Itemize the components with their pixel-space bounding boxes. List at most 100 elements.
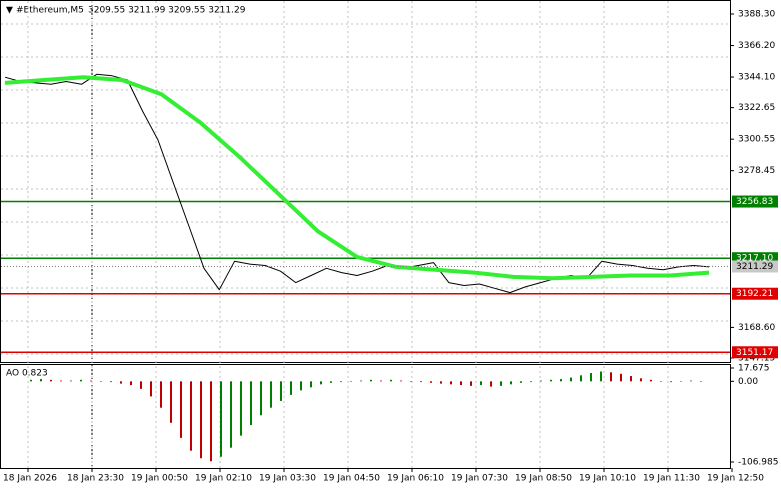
time-label: 19 Jan 07:30 [451, 474, 508, 484]
price-tick-label: 3366.20 [738, 41, 775, 51]
ao-tick-label: -106.985 [738, 458, 778, 468]
ao-bar [620, 373, 622, 382]
ao-bar [650, 379, 652, 382]
ao-bar [700, 381, 702, 382]
ao-bar [70, 380, 72, 382]
current-price-tag [732, 260, 778, 273]
ao-bar [500, 381, 502, 386]
ao-bar [250, 381, 252, 426]
ao-bar [540, 380, 542, 382]
level-tag [732, 346, 778, 359]
time-label: 19 Jan 04:50 [323, 474, 380, 484]
ao-bar [520, 381, 522, 383]
time-label: 19 Jan 06:10 [387, 474, 444, 484]
level-tag [732, 287, 778, 300]
ao-bar [230, 381, 232, 448]
ao-bar [310, 381, 312, 388]
main-panel [0, 0, 731, 363]
ao-bar [240, 381, 242, 436]
ao-bar [450, 381, 452, 385]
ao-bar [630, 376, 632, 382]
title-arrow: ▼ [6, 6, 13, 16]
ao-bar [690, 380, 692, 382]
ao-bar [610, 372, 612, 382]
ao-bar [160, 381, 162, 408]
ao-bar [660, 381, 662, 382]
level-label: 3256.83 [736, 197, 773, 207]
ao-bar [570, 377, 572, 382]
ao-bar [510, 381, 512, 385]
level-tag [732, 195, 778, 208]
ao-bar [420, 381, 422, 383]
ao-tick-label: 0.00 [738, 377, 758, 387]
ao-label: AO 0.823 [6, 369, 48, 379]
price-tick-label: 3147.15 [738, 354, 775, 364]
ao-bar [140, 381, 142, 389]
ao-bar [60, 380, 62, 382]
ao-bar [40, 379, 42, 382]
ao-bar [440, 381, 442, 384]
time-label: 19 Jan 12:50 [707, 474, 764, 484]
ao-bar [320, 381, 322, 385]
price-line [4, 73, 710, 294]
ao-bar [590, 373, 592, 382]
time-label: 19 Jan 02:10 [195, 474, 252, 484]
ao-bar [90, 380, 92, 382]
moving-average [4, 75, 710, 281]
price-tick-label: 3388.30 [738, 9, 775, 19]
ao-bar [130, 381, 132, 386]
ao-bar [480, 381, 482, 386]
ao-bar [300, 381, 302, 391]
time-label: 19 Jan 00:50 [131, 474, 188, 484]
ao-bar [410, 381, 412, 382]
ao-bar [210, 381, 212, 462]
time-label: 18 Jan 2026 [3, 474, 57, 484]
ao-bar [640, 378, 642, 382]
price-tick-label: 3344.10 [738, 73, 775, 83]
ao-bar [340, 381, 342, 383]
ao-bar [560, 379, 562, 382]
ohlc: 3209.55 3211.99 3209.55 3211.29 [88, 6, 246, 16]
level-label: 3151.17 [736, 348, 773, 358]
ao-bar [330, 381, 332, 383]
ao-bar [430, 381, 432, 383]
symbol-title: #Ethereum,M5 [16, 6, 84, 16]
ao-bar [380, 380, 382, 382]
price-tick-label: 3300.55 [738, 135, 775, 145]
ao-bar [180, 381, 182, 438]
ao-bar [260, 381, 262, 416]
ao-bar [190, 381, 192, 451]
ao-bar [370, 379, 372, 382]
ao-bar [100, 381, 102, 382]
ao-bar [350, 381, 352, 382]
ao-bar [290, 381, 292, 395]
ao-bar [270, 381, 272, 408]
level-label: 3192.21 [736, 289, 773, 299]
ao-bar [490, 381, 492, 387]
ao-tick-label: 17.675 [738, 364, 770, 374]
ao-bar [460, 381, 462, 386]
ao-bar [170, 381, 172, 423]
ao-bar [470, 381, 472, 386]
ao-bar [360, 380, 362, 382]
level-label: 3217.10 [736, 254, 773, 264]
time-label: 19 Jan 03:30 [259, 474, 316, 484]
ao-bar [200, 381, 202, 459]
ao-bar [550, 379, 552, 382]
ao-bar [150, 381, 152, 397]
ao-bar [670, 381, 672, 383]
ao-bar [220, 381, 222, 457]
ao-bar [680, 381, 682, 382]
ao-panel [0, 364, 731, 469]
current-price-label: 3211.29 [736, 262, 773, 272]
price-tick-label: 3278.45 [738, 166, 775, 176]
ao-bar [80, 379, 82, 382]
price-tick-label: 3322.65 [738, 103, 775, 113]
ao-bar [530, 381, 532, 383]
time-label: 19 Jan 10:10 [579, 474, 636, 484]
ao-bar [30, 379, 32, 382]
ao-bar [580, 375, 582, 382]
time-label: 19 Jan 08:50 [515, 474, 572, 484]
ao-bar [600, 371, 602, 382]
